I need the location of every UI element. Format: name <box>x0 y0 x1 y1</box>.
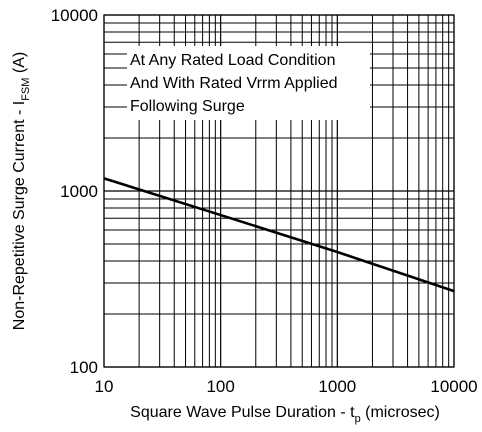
series-group <box>103 177 455 293</box>
series-line <box>103 177 455 293</box>
x-tick-label: 1000 <box>318 377 356 396</box>
x-axis-label-subscript: p <box>355 413 361 425</box>
y-tick-labels: 100 1000 10000 <box>51 6 98 377</box>
y-axis-label-unit: (A) <box>11 52 28 78</box>
x-tick-labels: 10 100 1000 10000 <box>95 377 478 396</box>
x-axis-label-main: Square Wave Pulse Duration - t <box>130 404 355 421</box>
y-tick-label: 100 <box>70 358 98 377</box>
x-tick-label: 10 <box>95 377 114 396</box>
annotation-line-1: At Any Rated Load Condition <box>130 52 335 69</box>
annotation-box <box>127 46 370 120</box>
x-tick-label: 10000 <box>430 377 477 396</box>
y-axis-label-subscript: FSM <box>20 78 32 101</box>
y-tick-label: 10000 <box>51 6 98 25</box>
x-tick-label: 100 <box>206 377 234 396</box>
y-axis-label-main: Non-Repetitive Surge Current - I <box>11 101 28 330</box>
x-axis-label-unit: (microsec) <box>361 404 440 421</box>
x-axis-label: Square Wave Pulse Duration - tp (microse… <box>130 404 440 425</box>
annotation-line-3: Following Surge <box>130 98 245 115</box>
annotation-line-2: And With Rated Vrrm Applied <box>130 75 338 92</box>
y-axis-label: Non-Repetitive Surge Current - IFSM (A) <box>11 52 32 330</box>
plot-frame <box>103 14 455 368</box>
annotation: At Any Rated Load Condition And With Rat… <box>130 52 338 115</box>
y-tick-label: 1000 <box>60 182 98 201</box>
